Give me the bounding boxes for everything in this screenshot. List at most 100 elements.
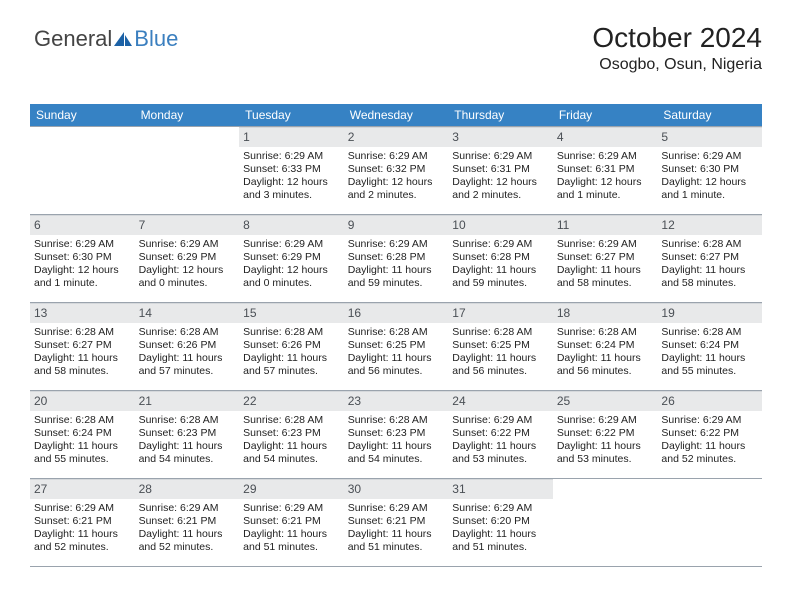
cell-sunrise: Sunrise: 6:29 AM (557, 414, 654, 427)
cell-daylight: Daylight: 11 hours and 55 minutes. (661, 352, 758, 378)
cell-daylight: Daylight: 12 hours and 1 minute. (661, 176, 758, 202)
cell-content: Sunrise: 6:29 AMSunset: 6:28 PMDaylight:… (344, 235, 449, 295)
cell-content: Sunrise: 6:28 AMSunset: 6:24 PMDaylight:… (30, 411, 135, 471)
cell-sunset: Sunset: 6:27 PM (661, 251, 758, 264)
cell-daylight: Daylight: 11 hours and 52 minutes. (139, 528, 236, 554)
calendar-cell: 26Sunrise: 6:29 AMSunset: 6:22 PMDayligh… (657, 391, 762, 479)
logo: General Blue (34, 26, 178, 52)
cell-sunset: Sunset: 6:25 PM (348, 339, 445, 352)
calendar-cell: 10Sunrise: 6:29 AMSunset: 6:28 PMDayligh… (448, 215, 553, 303)
cell-sunset: Sunset: 6:24 PM (34, 427, 131, 440)
cell-date: 27 (30, 479, 135, 499)
calendar-cell: 2Sunrise: 6:29 AMSunset: 6:32 PMDaylight… (344, 127, 449, 215)
cell-daylight: Daylight: 12 hours and 3 minutes. (243, 176, 340, 202)
weekday-header: Sunday (30, 104, 135, 126)
cell-content: Sunrise: 6:28 AMSunset: 6:24 PMDaylight:… (553, 323, 658, 383)
calendar-cell: 3Sunrise: 6:29 AMSunset: 6:31 PMDaylight… (448, 127, 553, 215)
cell-content: Sunrise: 6:29 AMSunset: 6:31 PMDaylight:… (553, 147, 658, 207)
cell-content: Sunrise: 6:28 AMSunset: 6:24 PMDaylight:… (657, 323, 762, 383)
cell-daylight: Daylight: 11 hours and 58 minutes. (661, 264, 758, 290)
cell-sunset: Sunset: 6:29 PM (139, 251, 236, 264)
cell-sunset: Sunset: 6:33 PM (243, 163, 340, 176)
cell-sunset: Sunset: 6:26 PM (243, 339, 340, 352)
cell-sunset: Sunset: 6:21 PM (348, 515, 445, 528)
cell-sunset: Sunset: 6:21 PM (139, 515, 236, 528)
cell-daylight: Daylight: 11 hours and 55 minutes. (34, 440, 131, 466)
calendar-cell: 9Sunrise: 6:29 AMSunset: 6:28 PMDaylight… (344, 215, 449, 303)
cell-sunset: Sunset: 6:30 PM (661, 163, 758, 176)
cell-sunset: Sunset: 6:22 PM (557, 427, 654, 440)
calendar-cell: 8Sunrise: 6:29 AMSunset: 6:29 PMDaylight… (239, 215, 344, 303)
cell-sunrise: Sunrise: 6:29 AM (348, 150, 445, 163)
cell-sunset: Sunset: 6:31 PM (452, 163, 549, 176)
cell-daylight: Daylight: 11 hours and 56 minutes. (452, 352, 549, 378)
calendar-cell: 14Sunrise: 6:28 AMSunset: 6:26 PMDayligh… (135, 303, 240, 391)
weekday-header: Thursday (448, 104, 553, 126)
cell-sunrise: Sunrise: 6:29 AM (452, 414, 549, 427)
calendar-cell: 12 Sunrise: 6:28 AMSunset: 6:27 PMDayligh… (657, 215, 762, 303)
cell-content: Sunrise: 6:29 AMSunset: 6:29 PMDaylight:… (135, 235, 240, 295)
cell-content: Sunrise: 6:29 AMSunset: 6:20 PMDaylight:… (448, 499, 553, 559)
cell-content: Sunrise: 6:29 AMSunset: 6:21 PMDaylight:… (30, 499, 135, 559)
cell-sunrise: Sunrise: 6:29 AM (243, 150, 340, 163)
calendar-cell: 1Sunrise: 6:29 AMSunset: 6:33 PMDaylight… (239, 127, 344, 215)
cell-sunrise: Sunrise: 6:28 AM (348, 326, 445, 339)
cell-date: 4 (553, 127, 658, 147)
calendar-cell (553, 479, 658, 567)
cell-daylight: Daylight: 12 hours and 1 minute. (557, 176, 654, 202)
cell-date: 23 (344, 391, 449, 411)
cell-date: 26 (657, 391, 762, 411)
cell-content: Sunrise: 6:29 AMSunset: 6:33 PMDaylight:… (239, 147, 344, 207)
cell-daylight: Daylight: 11 hours and 53 minutes. (557, 440, 654, 466)
cell-content: Sunrise: 6:29 AMSunset: 6:31 PMDaylight:… (448, 147, 553, 207)
cell-content: Sunrise: 6:29 AMSunset: 6:27 PMDaylight:… (553, 235, 658, 295)
cell-date: 13 (30, 303, 135, 323)
cell-date: 25 (553, 391, 658, 411)
logo-text-blue: Blue (134, 26, 178, 52)
cell-sunset: Sunset: 6:25 PM (452, 339, 549, 352)
calendar-cell: 17Sunrise: 6:28 AMSunset: 6:25 PMDayligh… (448, 303, 553, 391)
cell-date: 28 (135, 479, 240, 499)
calendar-cell: 24Sunrise: 6:29 AMSunset: 6:22 PMDayligh… (448, 391, 553, 479)
cell-daylight: Daylight: 11 hours and 54 minutes. (243, 440, 340, 466)
cell-sunset: Sunset: 6:24 PM (557, 339, 654, 352)
weekday-header: Wednesday (344, 104, 449, 126)
cell-sunrise: Sunrise: 6:29 AM (139, 238, 236, 251)
cell-date: 7 (135, 215, 240, 235)
cell-sunrise: Sunrise: 6:28 AM (139, 414, 236, 427)
cell-sunrise: Sunrise: 6:29 AM (348, 238, 445, 251)
cell-sunrise: Sunrise: 6:29 AM (243, 502, 340, 515)
cell-content: Sunrise: 6:28 AMSunset: 6:23 PMDaylight:… (135, 411, 240, 471)
cell-sunrise: Sunrise: 6:29 AM (557, 150, 654, 163)
calendar-cell: 13Sunrise: 6:28 AMSunset: 6:27 PMDayligh… (30, 303, 135, 391)
cell-sunset: Sunset: 6:21 PM (34, 515, 131, 528)
calendar-header-row: Sunday Monday Tuesday Wednesday Thursday… (30, 104, 762, 126)
cell-date: 16 (344, 303, 449, 323)
cell-sunset: Sunset: 6:20 PM (452, 515, 549, 528)
cell-date: 2 (344, 127, 449, 147)
cell-sunrise: Sunrise: 6:28 AM (661, 238, 758, 251)
cell-sunset: Sunset: 6:22 PM (452, 427, 549, 440)
cell-daylight: Daylight: 12 hours and 0 minutes. (243, 264, 340, 290)
calendar-cell: 7Sunrise: 6:29 AMSunset: 6:29 PMDaylight… (135, 215, 240, 303)
cell-daylight: Daylight: 12 hours and 1 minute. (34, 264, 131, 290)
cell-sunset: Sunset: 6:31 PM (557, 163, 654, 176)
cell-daylight: Daylight: 11 hours and 56 minutes. (557, 352, 654, 378)
cell-sunrise: Sunrise: 6:29 AM (348, 502, 445, 515)
cell-sunset: Sunset: 6:23 PM (139, 427, 236, 440)
cell-sunrise: Sunrise: 6:29 AM (452, 502, 549, 515)
cell-content: Sunrise: 6:29 AMSunset: 6:21 PMDaylight:… (344, 499, 449, 559)
cell-daylight: Daylight: 11 hours and 57 minutes. (243, 352, 340, 378)
header-right: October 2024 Osogbo, Osun, Nigeria (592, 22, 762, 74)
cell-date: 11 (553, 215, 658, 235)
cell-sunrise: Sunrise: 6:29 AM (243, 238, 340, 251)
cell-sunrise: Sunrise: 6:29 AM (661, 414, 758, 427)
cell-date: 12 (657, 215, 762, 235)
calendar-cell (30, 127, 135, 215)
cell-sunset: Sunset: 6:27 PM (34, 339, 131, 352)
cell-sunrise: Sunrise: 6:29 AM (139, 502, 236, 515)
cell-date: 17 (448, 303, 553, 323)
cell-content: Sunrise: 6:29 AMSunset: 6:22 PMDaylight:… (553, 411, 658, 471)
cell-sunrise: Sunrise: 6:29 AM (661, 150, 758, 163)
weekday-header: Tuesday (239, 104, 344, 126)
